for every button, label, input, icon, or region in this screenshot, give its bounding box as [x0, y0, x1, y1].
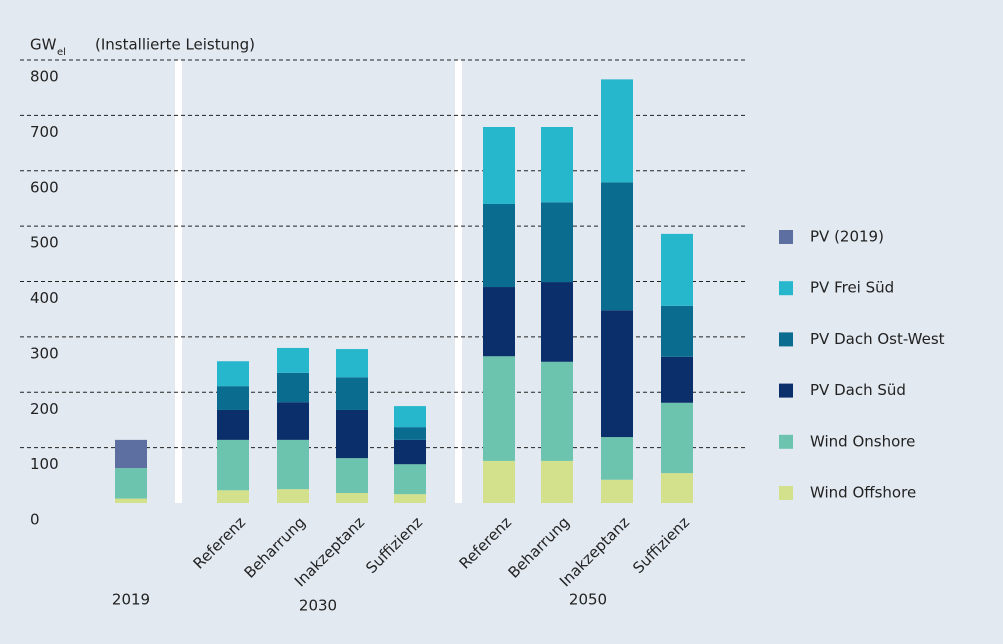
legend-swatch [779, 332, 793, 347]
bar-segment [661, 402, 693, 474]
bar-segment [277, 439, 309, 490]
bar-segment [336, 458, 368, 494]
bar-segment [601, 182, 633, 311]
group-separator [455, 60, 462, 503]
bar-segment [394, 406, 426, 428]
bar-segment [661, 356, 693, 403]
group-separator [175, 60, 182, 503]
bar-segment [601, 479, 633, 503]
bar-segment [336, 493, 368, 503]
bar-segment [483, 356, 515, 461]
bar-segment [483, 203, 515, 288]
bar-segment [394, 464, 426, 495]
y-axis-label: GW [30, 36, 57, 54]
legend-label: Wind Onshore [810, 432, 915, 450]
bar-segment [541, 202, 573, 283]
legend-label: PV Dach Süd [810, 381, 906, 399]
legend-label: Wind Offshore [810, 484, 916, 502]
y-tick-label: 600 [30, 178, 59, 196]
bar-segment [483, 127, 515, 204]
y-tick-label: 700 [30, 123, 59, 141]
bar-segment [277, 372, 309, 403]
bar-segment [541, 460, 573, 503]
bar-segment [115, 439, 147, 469]
legend-swatch [779, 230, 793, 244]
bar-segment [217, 386, 249, 410]
bar-segment [115, 468, 147, 499]
bar-segment [336, 377, 368, 410]
bar-segment [277, 489, 309, 503]
bar-segment [601, 437, 633, 480]
y-tick-label: 400 [30, 289, 59, 307]
bar-segment [336, 349, 368, 378]
bar-segment [115, 498, 147, 503]
bar-segment [217, 409, 249, 440]
bar-segment [541, 127, 573, 203]
legend-label: PV Dach Ost-West [810, 330, 945, 348]
bar-segment [601, 310, 633, 438]
y-tick-label: 0 [30, 511, 40, 529]
bar-segment [541, 282, 573, 362]
bar-segment [217, 490, 249, 503]
bar-segment [277, 347, 309, 373]
y-axis-label-sub: el [57, 47, 66, 58]
bar-segment [217, 361, 249, 387]
bar-segment [394, 439, 426, 465]
y-tick-label: 800 [30, 68, 59, 86]
y-axis-note: (Installierte Leistung) [95, 36, 255, 54]
group-label: 2019 [112, 591, 150, 609]
y-tick-label: 500 [30, 234, 59, 252]
legend-swatch [779, 383, 793, 398]
bar-segment [217, 439, 249, 491]
bar-segment [483, 460, 515, 503]
legend-swatch [779, 281, 793, 296]
bar-segment [277, 402, 309, 440]
legend-label: PV (2019) [810, 228, 884, 246]
group-label: 2050 [569, 591, 607, 609]
group-label: 2030 [299, 597, 337, 615]
legend-swatch [779, 486, 793, 500]
bar-segment [336, 409, 368, 459]
bar-segment [601, 79, 633, 183]
legend-swatch [779, 434, 793, 449]
y-tick-label: 300 [30, 344, 59, 362]
bar-segment [541, 361, 573, 461]
bar-segment [483, 287, 515, 357]
bar-segment [661, 233, 693, 306]
bar-segment [661, 305, 693, 357]
y-tick-label: 100 [30, 455, 59, 473]
y-tick-label: 200 [30, 400, 59, 418]
bar-segment [394, 427, 426, 440]
legend-label: PV Frei Süd [810, 279, 894, 297]
bar-segment [661, 473, 693, 503]
bar-segment [394, 494, 426, 503]
